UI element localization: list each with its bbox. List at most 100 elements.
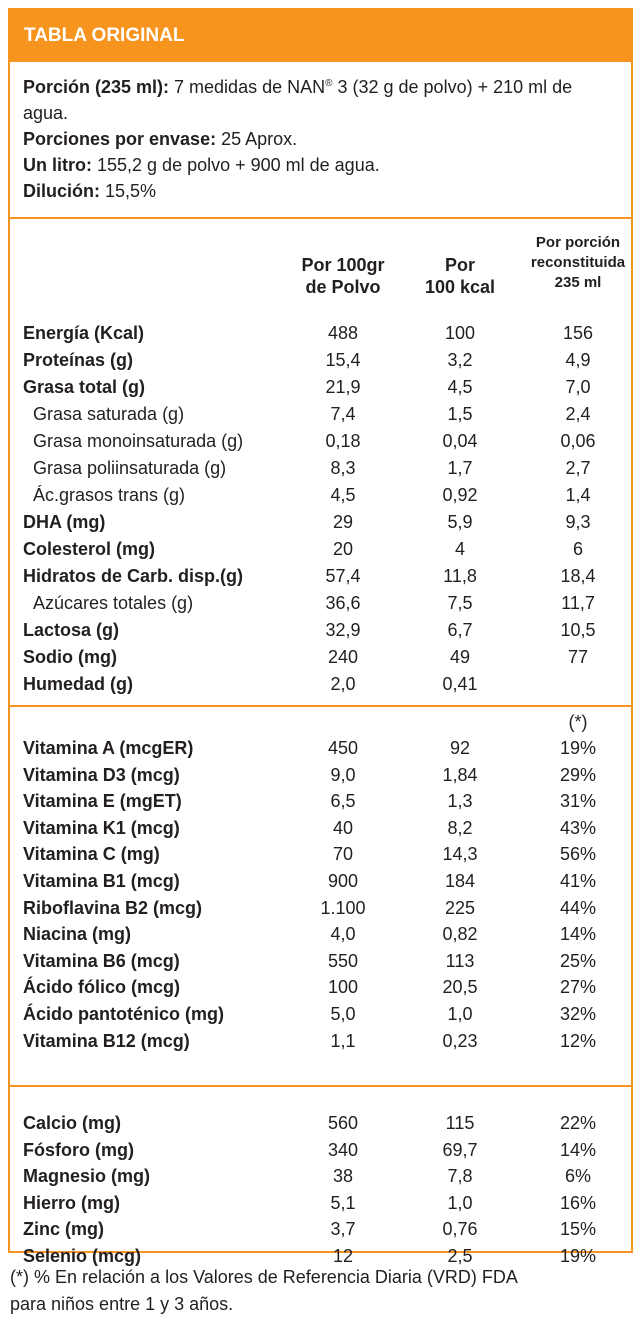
table-row: Energía (Kcal) 488 100 156: [10, 320, 631, 346]
value-per-100g: 340: [327, 1139, 359, 1160]
value-per-100kcal: 8,2: [447, 817, 473, 838]
value-per-portion: 0,06: [560, 431, 596, 451]
value-per-portion: 10,5: [560, 620, 596, 640]
value-per-portion: 16%: [559, 1192, 597, 1213]
value-per-100kcal: 100: [444, 323, 476, 343]
value-per-portion: 27%: [559, 977, 597, 998]
value-per-portion: 11,7: [561, 593, 595, 613]
table-row: Ác.grasos trans (g) 4,5 0,92 1,4: [10, 482, 631, 508]
nutrient-label: Grasa total (g): [23, 377, 146, 397]
nutrient-label: Proteínas (g): [23, 350, 134, 370]
table-row: Fósforo (mg) 340 69,7 14%: [10, 1137, 631, 1163]
nutrient-label: Vitamina B12 (mcg): [23, 1030, 190, 1051]
value-per-100g: 560: [327, 1113, 359, 1133]
value-per-100kcal: 225: [444, 897, 476, 918]
value-per-100kcal: 1,0: [447, 1004, 473, 1024]
value-per-portion: 22%: [559, 1113, 597, 1133]
nutrient-label: Vitamina E (mgET): [23, 791, 182, 812]
col3-line3: 235 ml: [554, 274, 602, 291]
value-per-portion: 31%: [559, 791, 597, 812]
table-row: Proteínas (g) 15,4 3,2 4,9: [10, 347, 631, 373]
value-per-100g: 4,5: [330, 485, 356, 505]
nutrition-table: TABLA ORIGINAL Porción (235 ml): 7 medid…: [8, 8, 633, 1266]
nutrient-label: Energía (Kcal): [23, 323, 145, 343]
value-per-portion: 32%: [559, 1004, 597, 1024]
nutrient-label: Fósforo (mg): [23, 1139, 134, 1160]
value-per-100g: 57,4: [325, 566, 361, 586]
nutrient-label: Sodio (mg): [23, 647, 117, 667]
nutrient-label: Zinc (mg): [23, 1219, 104, 1239]
value-per-portion: 43%: [559, 817, 597, 838]
nutrient-label: DHA (mg): [23, 512, 106, 532]
table-row: Lactosa (g) 32,9 6,7 10,5: [10, 617, 631, 643]
footnote-line-1: (*) % En relación a los Valores de Refer…: [10, 1267, 518, 1287]
value-per-100g: 4,0: [330, 924, 356, 945]
nutrient-label: Vitamina B1 (mcg): [23, 871, 180, 891]
value-per-portion: 41%: [559, 871, 597, 891]
column-header-per-portion: Por porción reconstituida 235 ml: [513, 233, 640, 293]
value-per-100g: 70: [332, 844, 354, 865]
value-per-portion: 1,4: [565, 485, 591, 505]
value-per-100g: 900: [327, 871, 359, 891]
col1-line2: de Polvo: [305, 277, 381, 297]
table-row: Grasa total (g) 21,9 4,5 7,0: [10, 374, 631, 400]
portion-text-b: 3 (32 g de polvo) + 210 ml de agua.: [23, 77, 573, 123]
value-per-100g: 7,4: [330, 404, 356, 424]
dilution-label: Dilución:: [23, 181, 100, 201]
value-per-portion: 4,9: [565, 350, 591, 370]
portion-text-a: 7 medidas de NAN: [169, 77, 326, 97]
value-per-100kcal: 115: [445, 1113, 475, 1133]
nutrient-label: Humedad (g): [23, 674, 133, 694]
value-per-100kcal: 4,5: [447, 377, 473, 397]
table-row: Vitamina K1 (mcg) 40 8,2 43%: [10, 815, 631, 841]
value-per-portion: 2,7: [565, 458, 591, 478]
vrd-note-marker: (*): [568, 712, 588, 732]
value-per-100kcal: 11,8: [443, 566, 477, 586]
liter-label: Un litro:: [23, 155, 92, 175]
col2-line2: 100 kcal: [424, 277, 496, 297]
value-per-portion: 19%: [559, 738, 597, 758]
nutrient-label: Hidratos de Carb. disp.(g): [23, 566, 244, 586]
value-per-100g: 1,1: [330, 1030, 356, 1051]
table-row: Ácido pantoténico (mg) 5,0 1,0 32%: [10, 1001, 631, 1027]
nutrient-label: Vitamina B6 (mcg): [23, 950, 180, 971]
nutrient-label: Grasa poliinsaturada (g): [33, 458, 227, 478]
nutrient-label: Grasa saturada (g): [33, 404, 185, 424]
table-row: Hierro (mg) 5,1 1,0 16%: [10, 1190, 631, 1216]
value-per-portion: 14%: [559, 924, 597, 945]
nutrient-label: Ácido pantoténico (mg): [23, 1004, 224, 1024]
nutrient-label: Vitamina D3 (mcg): [23, 764, 180, 785]
table-row: Sodio (mg) 240 49 77: [10, 644, 631, 670]
value-per-100kcal: 69,7: [442, 1139, 478, 1160]
table-title: TABLA ORIGINAL: [10, 10, 631, 62]
nutrient-label: Selenio (mcg): [23, 1245, 142, 1266]
value-per-portion: 2,4: [565, 404, 591, 424]
value-per-100g: 488: [327, 323, 359, 343]
serving-info: Porción (235 ml): 7 medidas de NAN® 3 (3…: [10, 62, 631, 219]
table-row: DHA (mg) 29 5,9 9,3: [10, 509, 631, 535]
value-per-portion: 77: [567, 647, 589, 667]
value-per-portion: 29%: [559, 764, 597, 785]
table-row: Azúcares totales (g) 36,6 7,5 11,7: [10, 590, 631, 616]
table-row: Grasa monoinsaturada (g) 0,18 0,04 0,06: [10, 428, 631, 454]
value-per-100kcal: 0,23: [442, 1030, 478, 1051]
footnote: (*) % En relación a los Valores de Refer…: [10, 1264, 635, 1318]
value-per-100kcal: 0,76: [442, 1219, 478, 1239]
value-per-portion: 6: [572, 539, 583, 559]
col2-line1: Por: [444, 255, 475, 275]
table-row: Vitamina C (mg) 70 14,3 56%: [10, 841, 631, 867]
value-per-100g: 9,0: [330, 764, 356, 785]
value-per-100kcal: 0,04: [442, 431, 478, 451]
value-per-100kcal: 1,84: [442, 764, 478, 785]
nutrient-label: Vitamina C (mg): [23, 844, 160, 865]
value-per-100kcal: 20,5: [442, 977, 478, 998]
value-per-100g: 32,9: [325, 620, 361, 640]
dilution-line: Dilución: 15,5%: [23, 178, 621, 204]
value-per-100g: 240: [327, 647, 359, 667]
value-per-portion: 14%: [559, 1139, 597, 1160]
value-per-100g: 21,9: [325, 377, 361, 397]
value-per-100g: 5,1: [330, 1192, 356, 1213]
nutrient-label: Colesterol (mg): [23, 539, 156, 559]
vitamins-note-row: (*): [10, 709, 631, 735]
col3-line2: reconstituida: [530, 254, 626, 271]
